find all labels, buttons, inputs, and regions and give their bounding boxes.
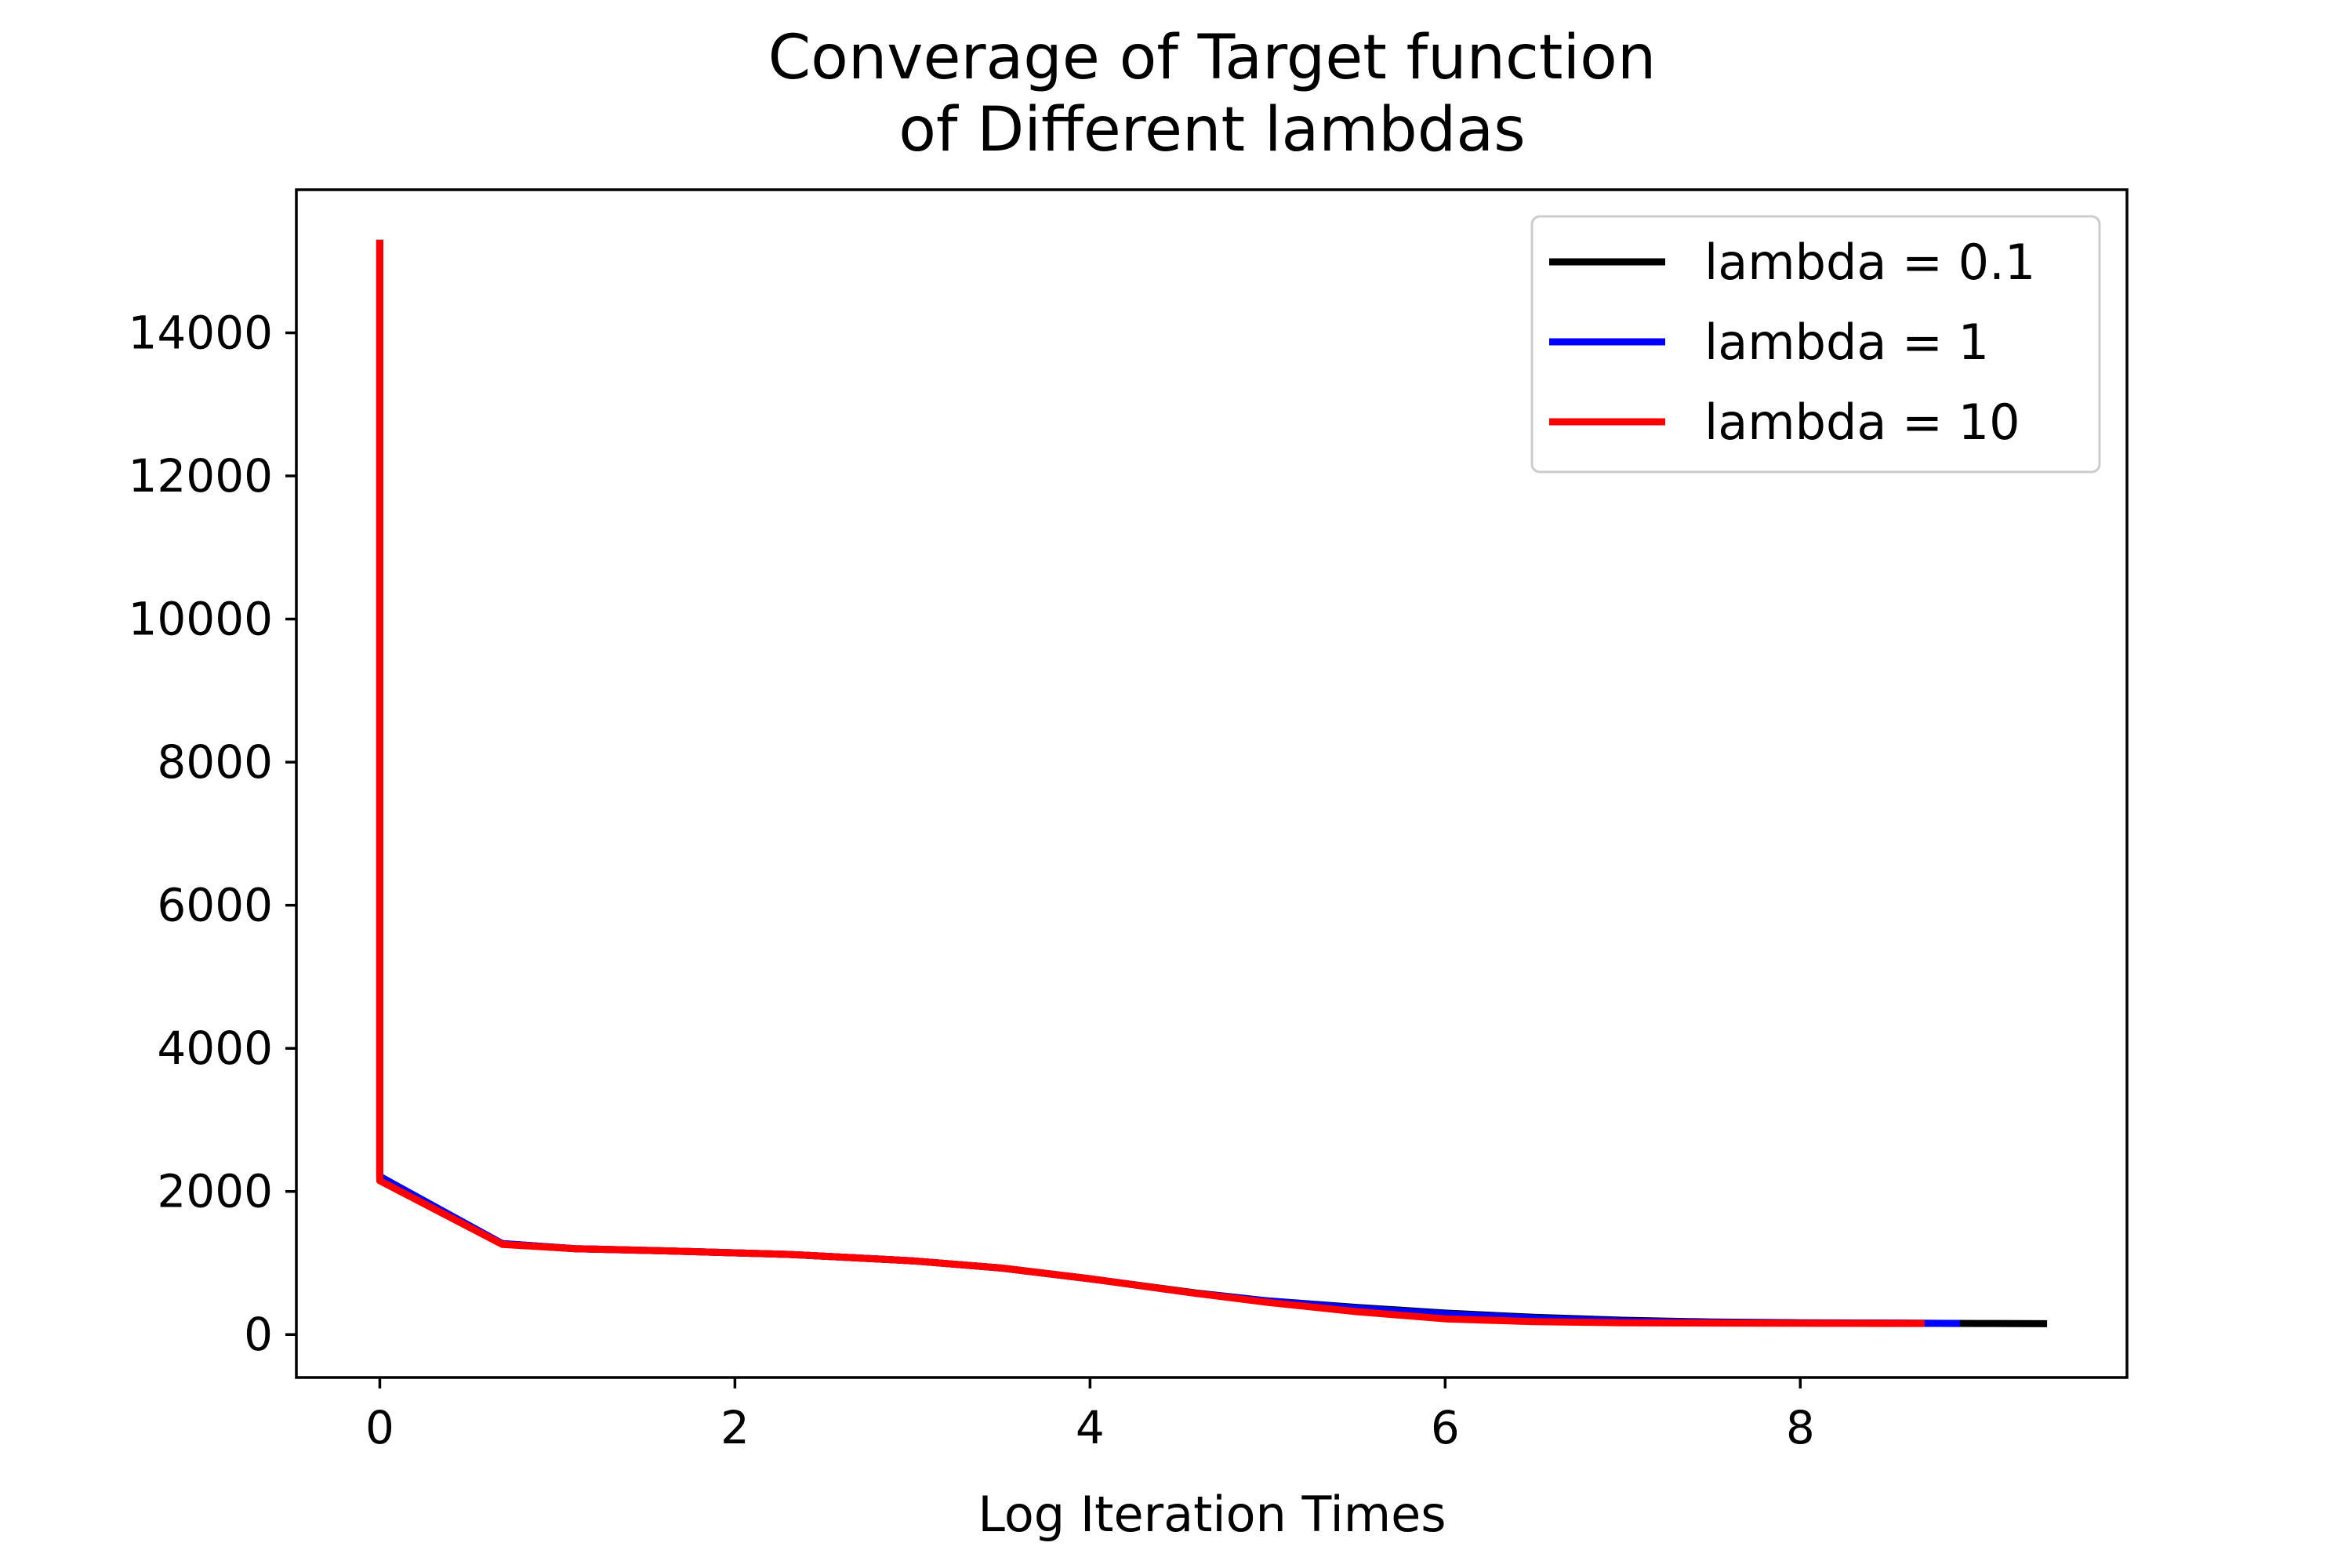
legend-box (1530, 215, 2101, 474)
y-tick-label: 10000 (128, 593, 273, 646)
series-layer (376, 239, 2048, 1327)
legend-label: lambda = 1 (1704, 314, 1989, 371)
y-tick-label: 4000 (157, 1022, 273, 1075)
legend: lambda = 0.1 lambda = 1 lambda = 10 (1530, 215, 2101, 474)
x-tick-label: 6 (1431, 1401, 1460, 1454)
y-tick-label: 2000 (157, 1165, 273, 1218)
chart-title-line-1: Converage of Target function (768, 23, 1657, 93)
y-tick-label: 6000 (157, 879, 273, 932)
x-tick-label: 2 (720, 1401, 750, 1454)
y-tick-label: 8000 (157, 735, 273, 789)
legend-label: lambda = 10 (1704, 394, 2020, 451)
chart-title-line-2: of Different lambdas (898, 95, 1526, 165)
x-tick-label: 4 (1076, 1401, 1105, 1454)
x-tick-label: 8 (1786, 1401, 1815, 1454)
y-tick-label: 0 (244, 1308, 273, 1361)
y-tick-label: 14000 (128, 307, 273, 360)
y-axis-ticks: 0 2000 4000 6000 8000 10000 12000 14000 (128, 307, 296, 1361)
y-tick-label: 12000 (128, 449, 273, 503)
x-tick-label: 0 (365, 1401, 394, 1454)
legend-label: lambda = 0.1 (1704, 234, 2035, 291)
x-axis-ticks: 0 2 4 6 8 (365, 1377, 1815, 1454)
x-axis-label: Log Iteration Times (978, 1486, 1446, 1543)
series-line-3 (376, 239, 1925, 1327)
